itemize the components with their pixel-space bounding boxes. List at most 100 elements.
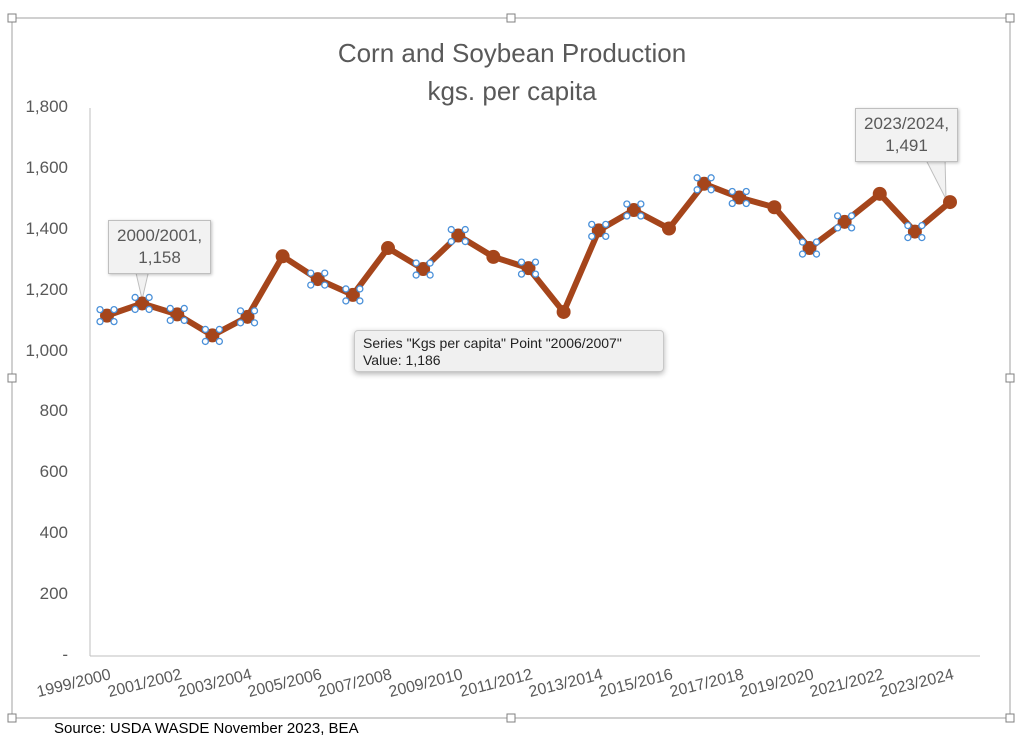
selection-handle <box>461 237 469 246</box>
selection-handle <box>321 269 329 277</box>
annotation-callout-2023-2024[interactable]: 2023/2024, 1,491 <box>855 108 959 162</box>
data-point-marker[interactable] <box>697 176 712 191</box>
selection-handle <box>707 186 715 194</box>
selection-handle <box>812 250 821 258</box>
y-tick-label: 800 <box>39 401 68 421</box>
selection-handle <box>342 285 350 293</box>
resize-handle[interactable] <box>7 13 17 23</box>
data-point-marker[interactable] <box>732 190 747 205</box>
selection-handle <box>637 212 645 220</box>
data-point-marker[interactable] <box>275 249 290 264</box>
y-tick-label: 200 <box>39 584 68 604</box>
data-point-marker[interactable] <box>872 186 887 201</box>
selection-handle <box>145 305 153 314</box>
selection-handle <box>728 187 736 196</box>
selection-handle <box>918 233 926 242</box>
tooltip-value: Value: 1,186 <box>363 352 441 368</box>
annotation-line1: 2023/2024, <box>864 114 950 133</box>
selection-handle <box>412 259 420 267</box>
data-point-marker[interactable] <box>205 328 220 343</box>
data-point-marker[interactable] <box>837 214 852 229</box>
selection-handle <box>356 297 364 305</box>
chart-title: Corn and Soybean Production <box>337 38 687 68</box>
selection-handle <box>145 293 153 302</box>
selection-handle <box>236 319 245 327</box>
data-point-marker[interactable] <box>802 241 817 256</box>
resize-handle[interactable] <box>7 713 17 723</box>
resize-handle[interactable] <box>7 373 17 383</box>
annotation-callout-2000-2001[interactable]: 2000/2001, 1,158 <box>108 220 212 274</box>
data-point-marker[interactable] <box>451 228 466 243</box>
selection-handle <box>588 220 596 229</box>
selection-handle <box>693 174 701 182</box>
data-point-marker[interactable] <box>240 309 255 324</box>
selection-handle <box>307 281 315 289</box>
selection-handle <box>96 305 104 314</box>
selection-handle <box>110 305 118 314</box>
data-point-marker[interactable] <box>626 202 641 217</box>
selection-handle <box>637 200 645 208</box>
data-point-marker[interactable] <box>486 249 501 264</box>
selection-handle <box>342 297 350 305</box>
y-tick-label: 1,000 <box>25 340 68 360</box>
data-point-marker[interactable] <box>662 221 676 236</box>
data-point-marker[interactable] <box>591 223 606 238</box>
data-point-marker[interactable] <box>135 296 150 311</box>
data-point-tooltip: Series "Kgs per capita" Point "2006/2007… <box>354 330 664 372</box>
selection-handle <box>110 317 118 326</box>
selection-handle <box>321 281 329 289</box>
selection-handle <box>833 224 842 232</box>
data-point-marker[interactable] <box>907 224 922 239</box>
data-point-marker[interactable] <box>556 304 571 319</box>
data-point-marker[interactable] <box>170 307 185 322</box>
data-point-marker[interactable] <box>521 261 536 276</box>
data-point-marker[interactable] <box>310 272 325 287</box>
resize-handle[interactable] <box>1005 373 1015 383</box>
selection-handle <box>588 232 596 241</box>
data-point-marker[interactable] <box>416 262 431 277</box>
selection-handle <box>131 305 139 314</box>
resize-handle[interactable] <box>1005 13 1015 23</box>
selection-handle <box>693 186 701 194</box>
source-note: Source: USDA WASDE November 2023, BEA <box>54 720 359 737</box>
data-point-marker[interactable] <box>345 287 360 302</box>
y-tick-label: 1,800 <box>25 97 68 116</box>
tooltip-series-point: Series "Kgs per capita" Point "2006/2007… <box>363 335 622 351</box>
data-point-marker[interactable] <box>943 195 957 210</box>
selection-handle <box>623 212 631 220</box>
selection-handle <box>833 212 842 220</box>
selection-handle <box>131 293 139 302</box>
selection-handle <box>201 337 210 346</box>
data-point-marker[interactable] <box>767 200 782 215</box>
resize-handle[interactable] <box>1005 713 1015 723</box>
selection-handle <box>412 271 420 279</box>
selection-handle <box>847 212 856 220</box>
selection-handle <box>356 285 364 293</box>
selection-handle <box>426 259 434 267</box>
resize-handle[interactable] <box>506 713 516 723</box>
selection-handle <box>623 200 631 208</box>
y-tick-label: 400 <box>39 523 68 543</box>
selection-handle <box>201 325 210 334</box>
selection-handle <box>180 316 188 325</box>
selection-handle <box>250 319 259 327</box>
chart-subtitle: kgs. per capita <box>427 76 597 106</box>
selection-handle <box>728 199 736 208</box>
selection-handle <box>166 304 174 313</box>
selection-handle <box>166 316 174 325</box>
data-point-marker[interactable] <box>381 241 395 256</box>
selection-handle <box>250 307 259 315</box>
selection-handle <box>517 258 526 266</box>
selection-handle <box>447 237 455 246</box>
resize-handle[interactable] <box>506 13 516 23</box>
y-tick-label: 600 <box>39 462 68 482</box>
selection-handle <box>215 337 224 346</box>
data-point-marker[interactable] <box>100 308 114 323</box>
selection-handle <box>742 187 750 196</box>
selection-handle <box>426 271 434 279</box>
series-line-kgs-per-capita[interactable] <box>106 180 952 339</box>
y-tick-label: 1,400 <box>25 218 68 238</box>
selection-handle <box>531 270 540 278</box>
selection-handle <box>707 174 715 182</box>
selection-handle <box>847 224 856 232</box>
